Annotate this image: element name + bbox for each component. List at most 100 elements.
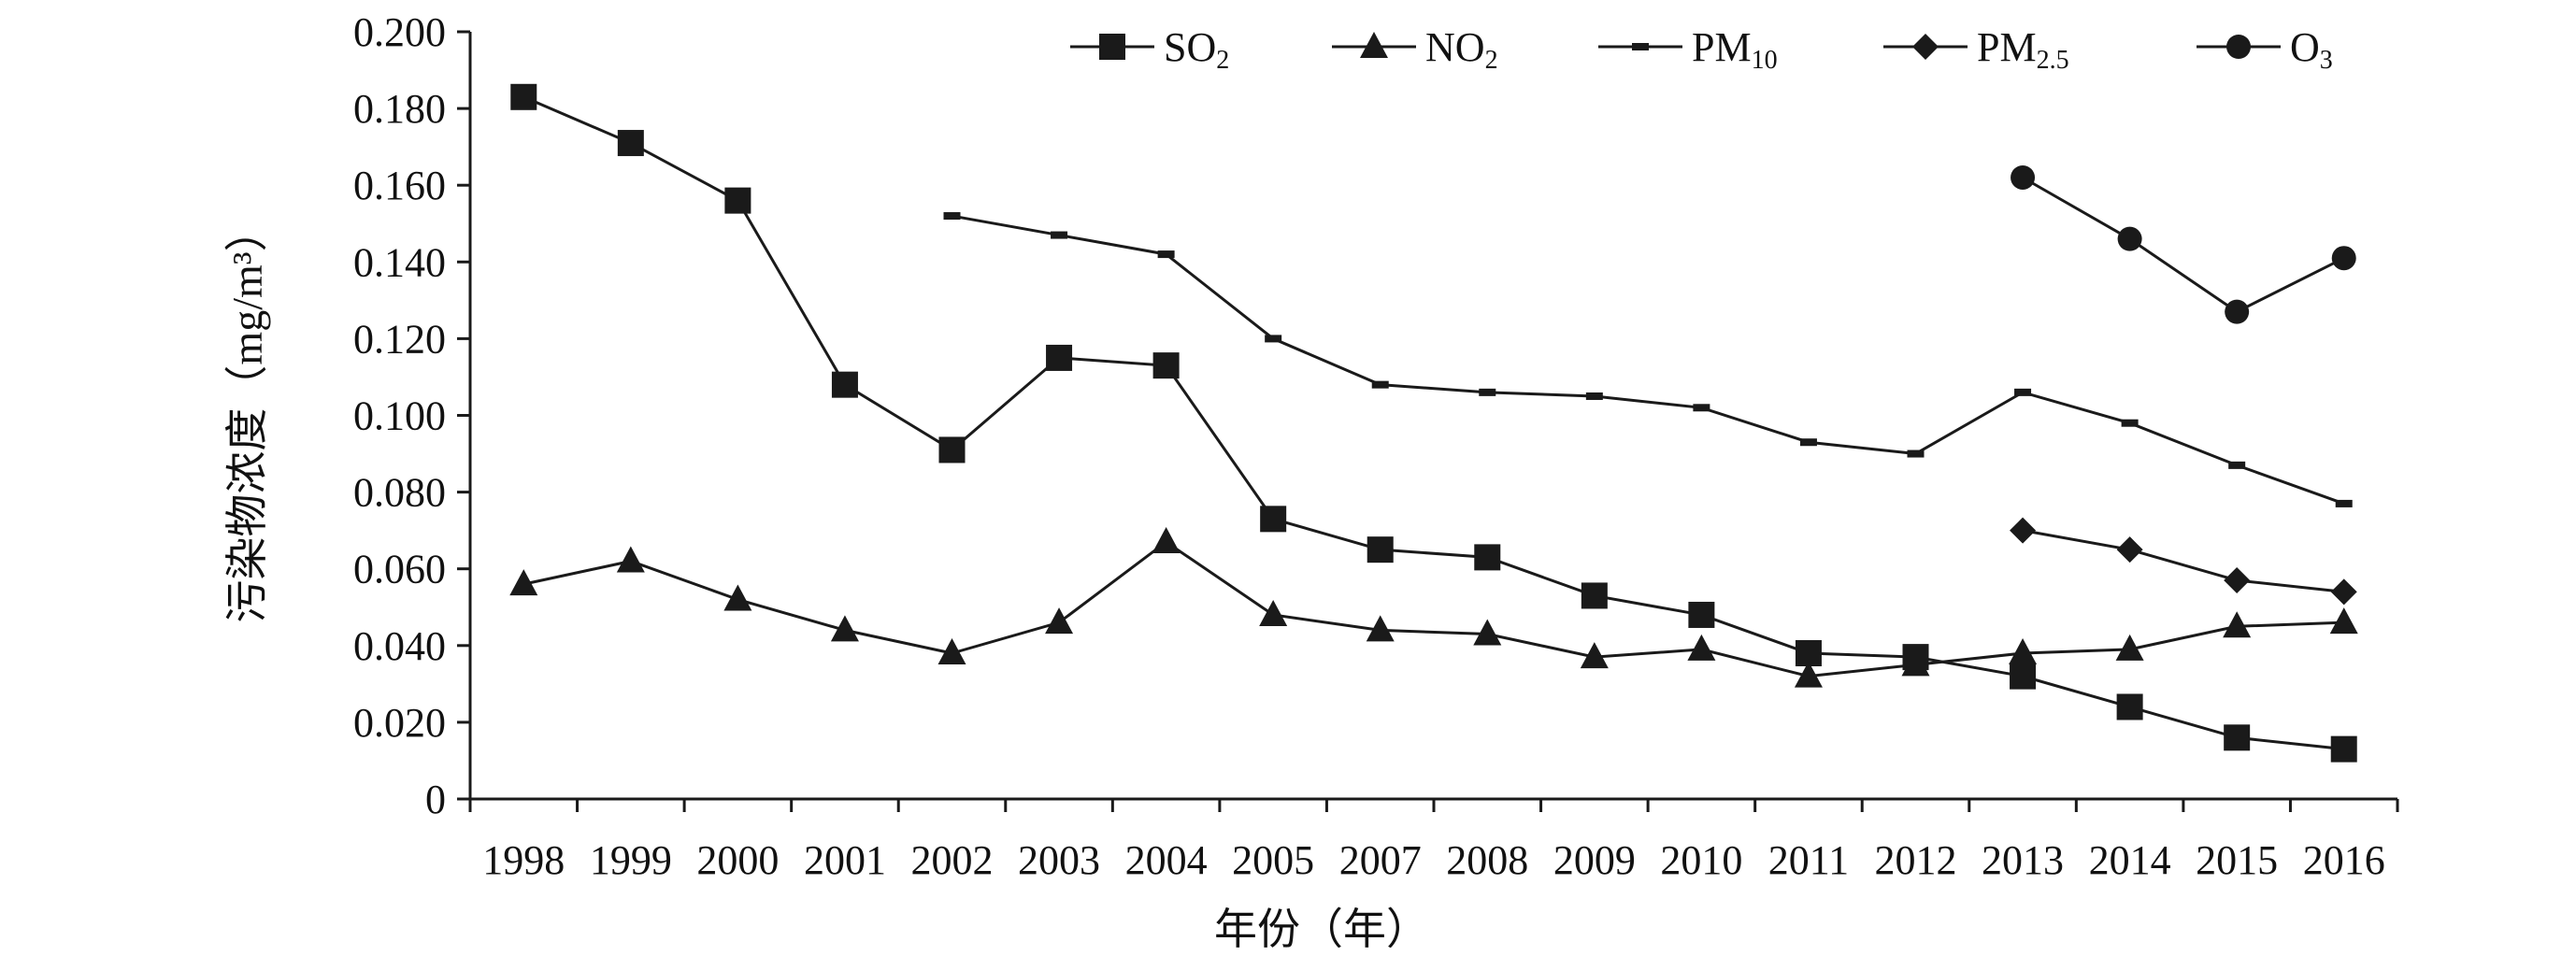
x-tick-label: 2001 <box>804 837 886 883</box>
y-tick-label: 0.180 <box>353 86 446 132</box>
series-layer <box>509 83 2358 763</box>
x-tick-label: 2005 <box>1232 837 1314 883</box>
marker-square <box>2224 724 2251 751</box>
series-line-no2 <box>522 540 2344 678</box>
y-tick-label: 0.160 <box>353 163 446 208</box>
marker-square <box>2330 735 2357 763</box>
x-tick-label: 2004 <box>1125 837 1208 883</box>
marker-square <box>1688 601 1715 628</box>
chart-axes: 0 0.020 0.040 0.060 0.080 0.100 0.120 0.140 0.16… <box>353 9 2399 883</box>
x-tick-label: 2011 <box>1768 837 1849 883</box>
x-tick-label: 2014 <box>2089 837 2171 883</box>
legend-item-no2: NO2 <box>1332 24 1498 75</box>
x-tick-label: 2000 <box>696 837 779 883</box>
legend-label: PM2.5 <box>1977 24 2069 75</box>
y-tick-label: 0.140 <box>353 239 446 285</box>
marker-dash <box>2014 388 2032 396</box>
y-tick-label: 0.080 <box>353 470 446 516</box>
series-line-pm10 <box>952 214 2345 506</box>
marker-square <box>938 436 966 464</box>
marker-circle <box>2011 164 2036 190</box>
marker-diamond <box>2224 567 2251 594</box>
x-tick-label: 2015 <box>2196 837 2278 883</box>
marker-dash <box>2335 499 2353 507</box>
marker-square <box>1474 544 1501 571</box>
series-line-so2 <box>522 95 2344 751</box>
marker-triangle <box>1152 526 1181 553</box>
legend-label: SO2 <box>1164 24 1229 75</box>
marker-triangle <box>1473 619 1502 646</box>
marker-dash <box>2121 419 2139 427</box>
marker-square <box>1260 506 1287 533</box>
series-no2 <box>509 526 2358 688</box>
legend: SO2 NO2 PM10 PM2.5 O3 <box>1070 24 2333 75</box>
marker-triangle <box>1045 607 1074 635</box>
x-tick-label: 2012 <box>1875 837 1957 883</box>
series-o3 <box>2011 164 2356 324</box>
x-tick-label: 1999 <box>590 837 672 883</box>
marker-dash <box>1479 388 1496 396</box>
marker-triangle <box>830 615 859 642</box>
marker-circle <box>2225 299 2250 324</box>
marker-triangle <box>1901 649 1930 677</box>
x-tick-label: 2009 <box>1553 837 1636 883</box>
marker-triangle <box>1360 32 1388 58</box>
series-pm10 <box>943 212 2353 507</box>
marker-dash <box>1632 43 1649 50</box>
marker-triangle <box>1366 615 1395 642</box>
marker-diamond <box>1912 34 1939 60</box>
legend-item-o3: O3 <box>2197 24 2333 75</box>
legend-label: PM10 <box>1692 24 1778 75</box>
marker-square <box>724 187 751 214</box>
marker-circle <box>2331 246 2356 271</box>
y-tick-label: 0.020 <box>353 700 446 746</box>
x-tick-label: 2016 <box>2303 837 2385 883</box>
marker-circle <box>2226 35 2251 59</box>
legend-item-pm10: PM10 <box>1598 24 1778 75</box>
marker-dash <box>1907 449 1925 458</box>
marker-dash <box>1693 404 1710 412</box>
y-tick-label: 0.120 <box>353 316 446 362</box>
legend-label: O3 <box>2290 24 2333 75</box>
x-tick-label: 2003 <box>1018 837 1100 883</box>
marker-dash <box>943 212 961 221</box>
marker-square <box>831 371 858 398</box>
series-pm25 <box>2010 517 2357 606</box>
marker-triangle <box>509 569 538 596</box>
marker-dash <box>2228 461 2246 469</box>
marker-dash <box>1371 380 1389 389</box>
legend-item-so2: SO2 <box>1070 24 1229 75</box>
marker-square <box>1581 582 1608 609</box>
marker-triangle <box>1794 661 1823 688</box>
marker-square <box>510 83 537 110</box>
marker-triangle <box>1580 642 1609 669</box>
x-tick-label: 2002 <box>911 837 994 883</box>
marker-triangle <box>2329 607 2358 635</box>
y-tick-label: 0.200 <box>353 9 446 55</box>
y-tick-label: 0.060 <box>353 547 446 592</box>
marker-triangle <box>937 638 966 665</box>
y-tick-label: 0.100 <box>353 393 446 439</box>
marker-circle <box>2117 226 2142 251</box>
marker-diamond <box>2116 536 2143 563</box>
x-tick-label: 2010 <box>1660 837 1742 883</box>
marker-square <box>1046 344 1073 371</box>
marker-dash <box>1051 231 1068 239</box>
marker-triangle <box>723 584 752 611</box>
series-line-o3 <box>2022 176 2345 314</box>
marker-diamond <box>2010 517 2037 544</box>
marker-square <box>2010 663 2037 690</box>
marker-triangle <box>2009 638 2038 665</box>
y-tick-label: 0.040 <box>353 623 446 669</box>
series-line-pm25 <box>2022 529 2344 593</box>
y-tick-label: 0 <box>425 777 446 822</box>
marker-dash <box>1585 392 1603 400</box>
x-tick-label: 2008 <box>1446 837 1528 883</box>
marker-triangle <box>2223 611 2252 638</box>
marker-square <box>617 130 644 157</box>
marker-triangle <box>616 546 645 573</box>
marker-diamond <box>2330 578 2357 606</box>
y-axis-label: 污染物浓度（mg/m³） <box>223 208 271 622</box>
series-so2 <box>510 83 2357 763</box>
